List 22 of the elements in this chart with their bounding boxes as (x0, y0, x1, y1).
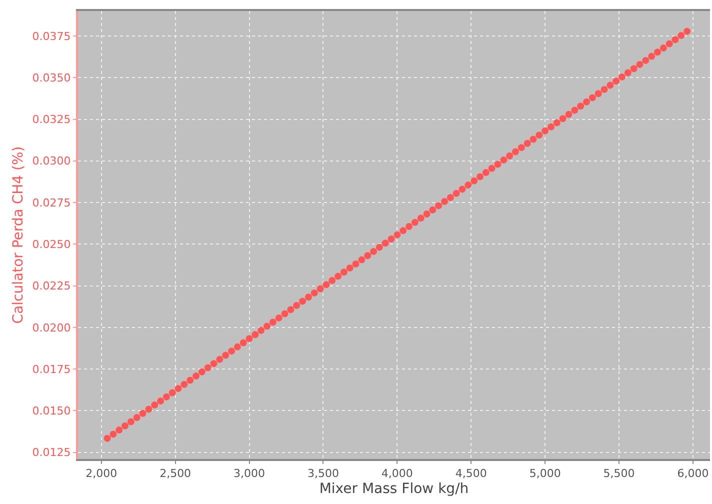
y-tick-label: 0.0125 (32, 446, 71, 460)
y-tick-label: 0.0325 (32, 113, 71, 126)
x-tick-label: 4,500 (455, 467, 487, 480)
x-tick-label: 3,000 (234, 467, 266, 480)
y-axis-title: Calculator Perda CH4 (%) (10, 146, 26, 324)
y-tick-label: 0.0200 (32, 321, 71, 334)
x-tick-label: 2,500 (160, 467, 192, 480)
y-tick-label: 0.0175 (32, 362, 71, 376)
x-tick-label: 4,000 (381, 467, 413, 480)
y-tick-label: 0.0275 (32, 196, 71, 210)
y-tick-label: 0.0300 (32, 154, 71, 168)
y-tick-label: 0.0225 (32, 280, 71, 293)
x-tick-label: 5,500 (603, 467, 635, 480)
x-axis-title: Mixer Mass Flow kg/h (319, 481, 469, 497)
x-tick-label: 3,500 (307, 467, 339, 480)
x-tick-label: 6,000 (677, 467, 709, 480)
x-tick-label: 2,000 (86, 467, 118, 480)
x-tick-label: 5,000 (529, 467, 561, 480)
y-tick-label: 0.0250 (32, 238, 71, 252)
y-tick-label: 0.0375 (32, 30, 71, 43)
y-tick-label: 0.0350 (32, 71, 71, 84)
y-tick-label: 0.0150 (32, 404, 71, 418)
